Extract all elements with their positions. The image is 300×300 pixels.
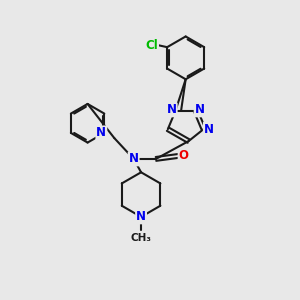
Text: N: N: [129, 152, 139, 165]
Text: N: N: [96, 126, 106, 140]
Text: N: N: [167, 103, 177, 116]
Text: N: N: [136, 210, 146, 224]
Text: N: N: [195, 103, 205, 116]
Text: CH₃: CH₃: [130, 233, 152, 243]
Text: N: N: [204, 123, 214, 136]
Text: Cl: Cl: [145, 39, 158, 52]
Text: O: O: [178, 149, 189, 162]
